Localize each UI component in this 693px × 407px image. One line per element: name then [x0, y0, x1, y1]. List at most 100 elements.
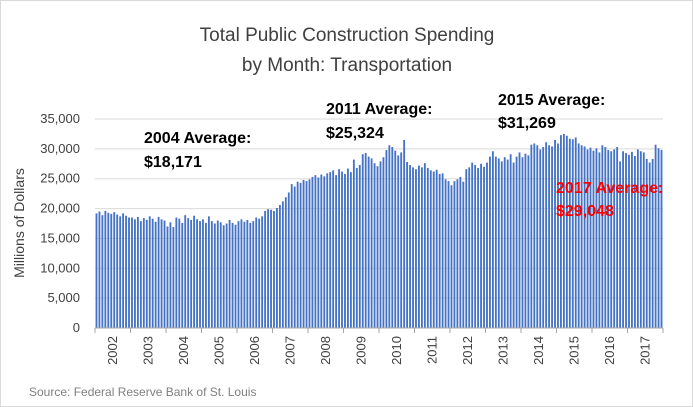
bar — [468, 167, 471, 328]
annotation-2017-label: 2017 Average: — [556, 180, 663, 197]
bar — [178, 218, 181, 328]
bar — [243, 221, 246, 328]
bar — [181, 222, 184, 328]
bar — [622, 151, 624, 328]
bar — [631, 151, 633, 328]
bar — [444, 179, 447, 328]
bar — [633, 156, 636, 328]
chart-title-line2: by Month: Transportation — [242, 55, 452, 76]
bar — [163, 220, 166, 328]
bar — [287, 192, 290, 328]
bar — [471, 162, 474, 328]
bar — [480, 163, 482, 328]
bar — [412, 167, 414, 328]
bar — [329, 172, 332, 328]
bar — [136, 216, 139, 328]
bar — [548, 145, 551, 328]
bar — [355, 167, 358, 328]
bar — [477, 167, 480, 328]
y-tick-label: 30,000 — [40, 141, 80, 156]
bar — [619, 161, 622, 328]
bar — [607, 150, 610, 328]
bar — [305, 181, 308, 328]
x-tick-label: 2007 — [282, 336, 297, 365]
bar — [604, 147, 607, 328]
x-tick-label: 2003 — [140, 336, 155, 365]
bar — [545, 142, 548, 328]
bar — [261, 216, 264, 328]
bar — [267, 209, 269, 328]
bar — [577, 143, 580, 328]
bar — [264, 210, 267, 328]
bar — [598, 152, 601, 328]
bar — [506, 159, 509, 328]
x-tick-label: 2010 — [389, 336, 404, 365]
annotation-2004-label: 2004 Average: — [144, 130, 251, 147]
bar — [376, 166, 379, 328]
bar — [636, 149, 639, 328]
x-tick-label: 2015 — [566, 336, 581, 365]
bar — [344, 173, 346, 328]
bar — [459, 176, 462, 328]
annotation-2011-value: $25,324 — [326, 125, 384, 142]
y-tick-label: 10,000 — [40, 260, 80, 275]
bar — [438, 173, 441, 328]
y-axis: 0 5,000 10,000 15,000 20,000 25,000 30,000 35,0… — [40, 111, 80, 335]
bar-series — [95, 133, 663, 328]
bar — [539, 149, 542, 328]
bar — [580, 145, 583, 328]
bar — [497, 158, 500, 328]
bar — [299, 182, 302, 328]
bar — [364, 153, 367, 328]
bar — [388, 145, 391, 328]
bar — [234, 224, 237, 328]
x-tick-label: 2017 — [637, 336, 652, 365]
x-tick-label: 2012 — [460, 336, 475, 365]
y-tick-label: 25,000 — [40, 171, 80, 186]
bar — [568, 138, 571, 328]
bar — [213, 223, 216, 328]
annotation-2015-value: $31,269 — [498, 115, 556, 132]
bar — [601, 145, 604, 328]
bar — [326, 173, 329, 328]
bar — [125, 215, 127, 328]
bar — [116, 214, 119, 328]
bar — [373, 163, 376, 328]
bar — [648, 162, 651, 328]
bar — [296, 181, 299, 328]
annotation-2011-label: 2011 Average: — [326, 101, 432, 118]
bar — [225, 223, 228, 328]
bar — [435, 169, 438, 328]
bar — [131, 217, 133, 328]
bar — [258, 218, 261, 328]
bar — [311, 176, 314, 328]
bar — [148, 216, 151, 328]
bar — [560, 135, 562, 328]
bar — [592, 150, 595, 328]
bar — [332, 170, 335, 328]
bar — [107, 212, 110, 328]
bar — [447, 181, 450, 328]
bar — [503, 157, 506, 328]
bar — [595, 148, 598, 328]
bar — [160, 219, 163, 328]
bar — [571, 139, 574, 328]
bar — [518, 152, 521, 328]
annotation-2004-value: $18,171 — [144, 154, 202, 171]
bar — [403, 139, 406, 328]
bar — [453, 181, 456, 328]
bar — [231, 222, 234, 328]
bar — [524, 153, 527, 328]
bar — [302, 179, 305, 328]
bar — [252, 221, 255, 328]
chart-title-line1: Total Public Construction Spending — [200, 25, 495, 46]
bar — [512, 162, 515, 328]
bar — [542, 147, 545, 328]
bar — [456, 179, 459, 328]
bar — [341, 171, 343, 328]
bar — [654, 144, 657, 328]
bar — [323, 176, 326, 328]
bar — [101, 215, 104, 328]
bar — [193, 215, 196, 328]
